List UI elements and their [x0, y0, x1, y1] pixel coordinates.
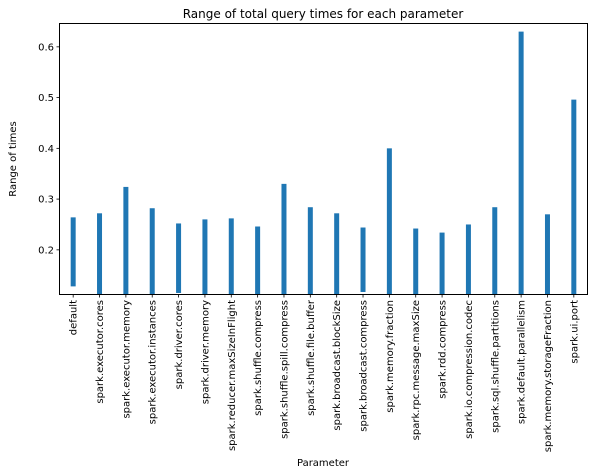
x-tick-label: spark.memory.storageFraction	[543, 300, 554, 452]
x-tick-label: spark.memory.fraction	[385, 300, 396, 413]
x-tick-label: spark.broadcast.blockSize	[332, 300, 343, 431]
x-tick-label: spark.sql.shuffle.partitions	[490, 300, 501, 433]
bar-spark-shuffle-file-buffer	[307, 207, 313, 294]
x-tick-label: spark.rpc.message.maxSize	[411, 300, 422, 440]
bar-spark-reducer-maxSizeInFlight	[228, 218, 234, 294]
x-tick-label: spark.shuffle.file.buffer	[306, 299, 317, 416]
bar-spark-executor-memory	[123, 186, 129, 294]
x-tick-label: spark.executor.cores	[95, 300, 106, 404]
y-tick-label: 0.3	[38, 195, 54, 206]
x-tick-label: spark.ui.port	[569, 300, 580, 364]
y-tick-label: 0.6	[38, 42, 54, 53]
bar-default	[70, 217, 76, 287]
y-tick-label: 0.4	[38, 144, 54, 155]
x-tick-label: spark.driver.memory	[200, 300, 211, 404]
x-tick-label: spark.rdd.compress	[438, 300, 449, 399]
x-tick-label: spark.executor.memory	[121, 300, 132, 419]
y-tick-label: 0.2	[38, 245, 54, 256]
y-axis-ticks: 0.2 0.3 0.4 0.5 0.6	[38, 42, 60, 256]
bar-spark-memory-storageFraction	[544, 214, 550, 294]
bar-spark-broadcast-compress	[360, 227, 366, 292]
bars-group	[70, 31, 577, 294]
x-tick-label: spark.io.compression.codec	[464, 300, 475, 439]
x-tick-label: spark.reducer.maxSizeInFlight	[227, 300, 238, 451]
chart-title: Range of total query times for each para…	[183, 7, 464, 21]
bar-spark-driver-memory	[202, 219, 208, 294]
bar-spark-driver-cores	[176, 223, 182, 293]
x-tick-label: spark.default.parallelism	[517, 300, 528, 424]
x-tick-label: spark.broadcast.compress	[359, 300, 370, 432]
bar-spark-shuffle-compress	[255, 226, 261, 294]
bar-spark-default-parallelism	[518, 31, 524, 294]
bar-spark-io-compression-codec	[465, 224, 471, 294]
x-tick-label: default	[69, 300, 80, 335]
bar-spark-rpc-message-maxSize	[413, 228, 419, 294]
x-tick-label: spark.shuffle.spill.compress	[279, 300, 290, 439]
bar-spark-shuffle-spill-compress	[281, 183, 287, 294]
x-tick-label: spark.driver.cores	[174, 300, 185, 389]
x-tick-label: spark.shuffle.compress	[253, 300, 264, 416]
y-axis-label: Range of times	[8, 121, 19, 197]
bar-spark-memory-fraction	[386, 148, 392, 294]
x-axis-label: Parameter	[297, 458, 350, 469]
bar-spark-executor-instances	[149, 208, 155, 294]
bar-spark-rdd-compress	[439, 232, 445, 294]
bar-spark-sql-shuffle-partitions	[492, 207, 498, 294]
bar-spark-executor-cores	[97, 213, 103, 294]
bar-spark-broadcast-blockSize	[334, 213, 340, 294]
plot-frame	[59, 23, 588, 295]
bar-spark-ui-port	[571, 99, 577, 294]
x-axis-ticks: default spark.executor.cores spark.executo…	[69, 294, 580, 452]
x-tick-label: spark.executor.instances	[148, 300, 159, 424]
y-tick-label: 0.5	[38, 93, 54, 104]
